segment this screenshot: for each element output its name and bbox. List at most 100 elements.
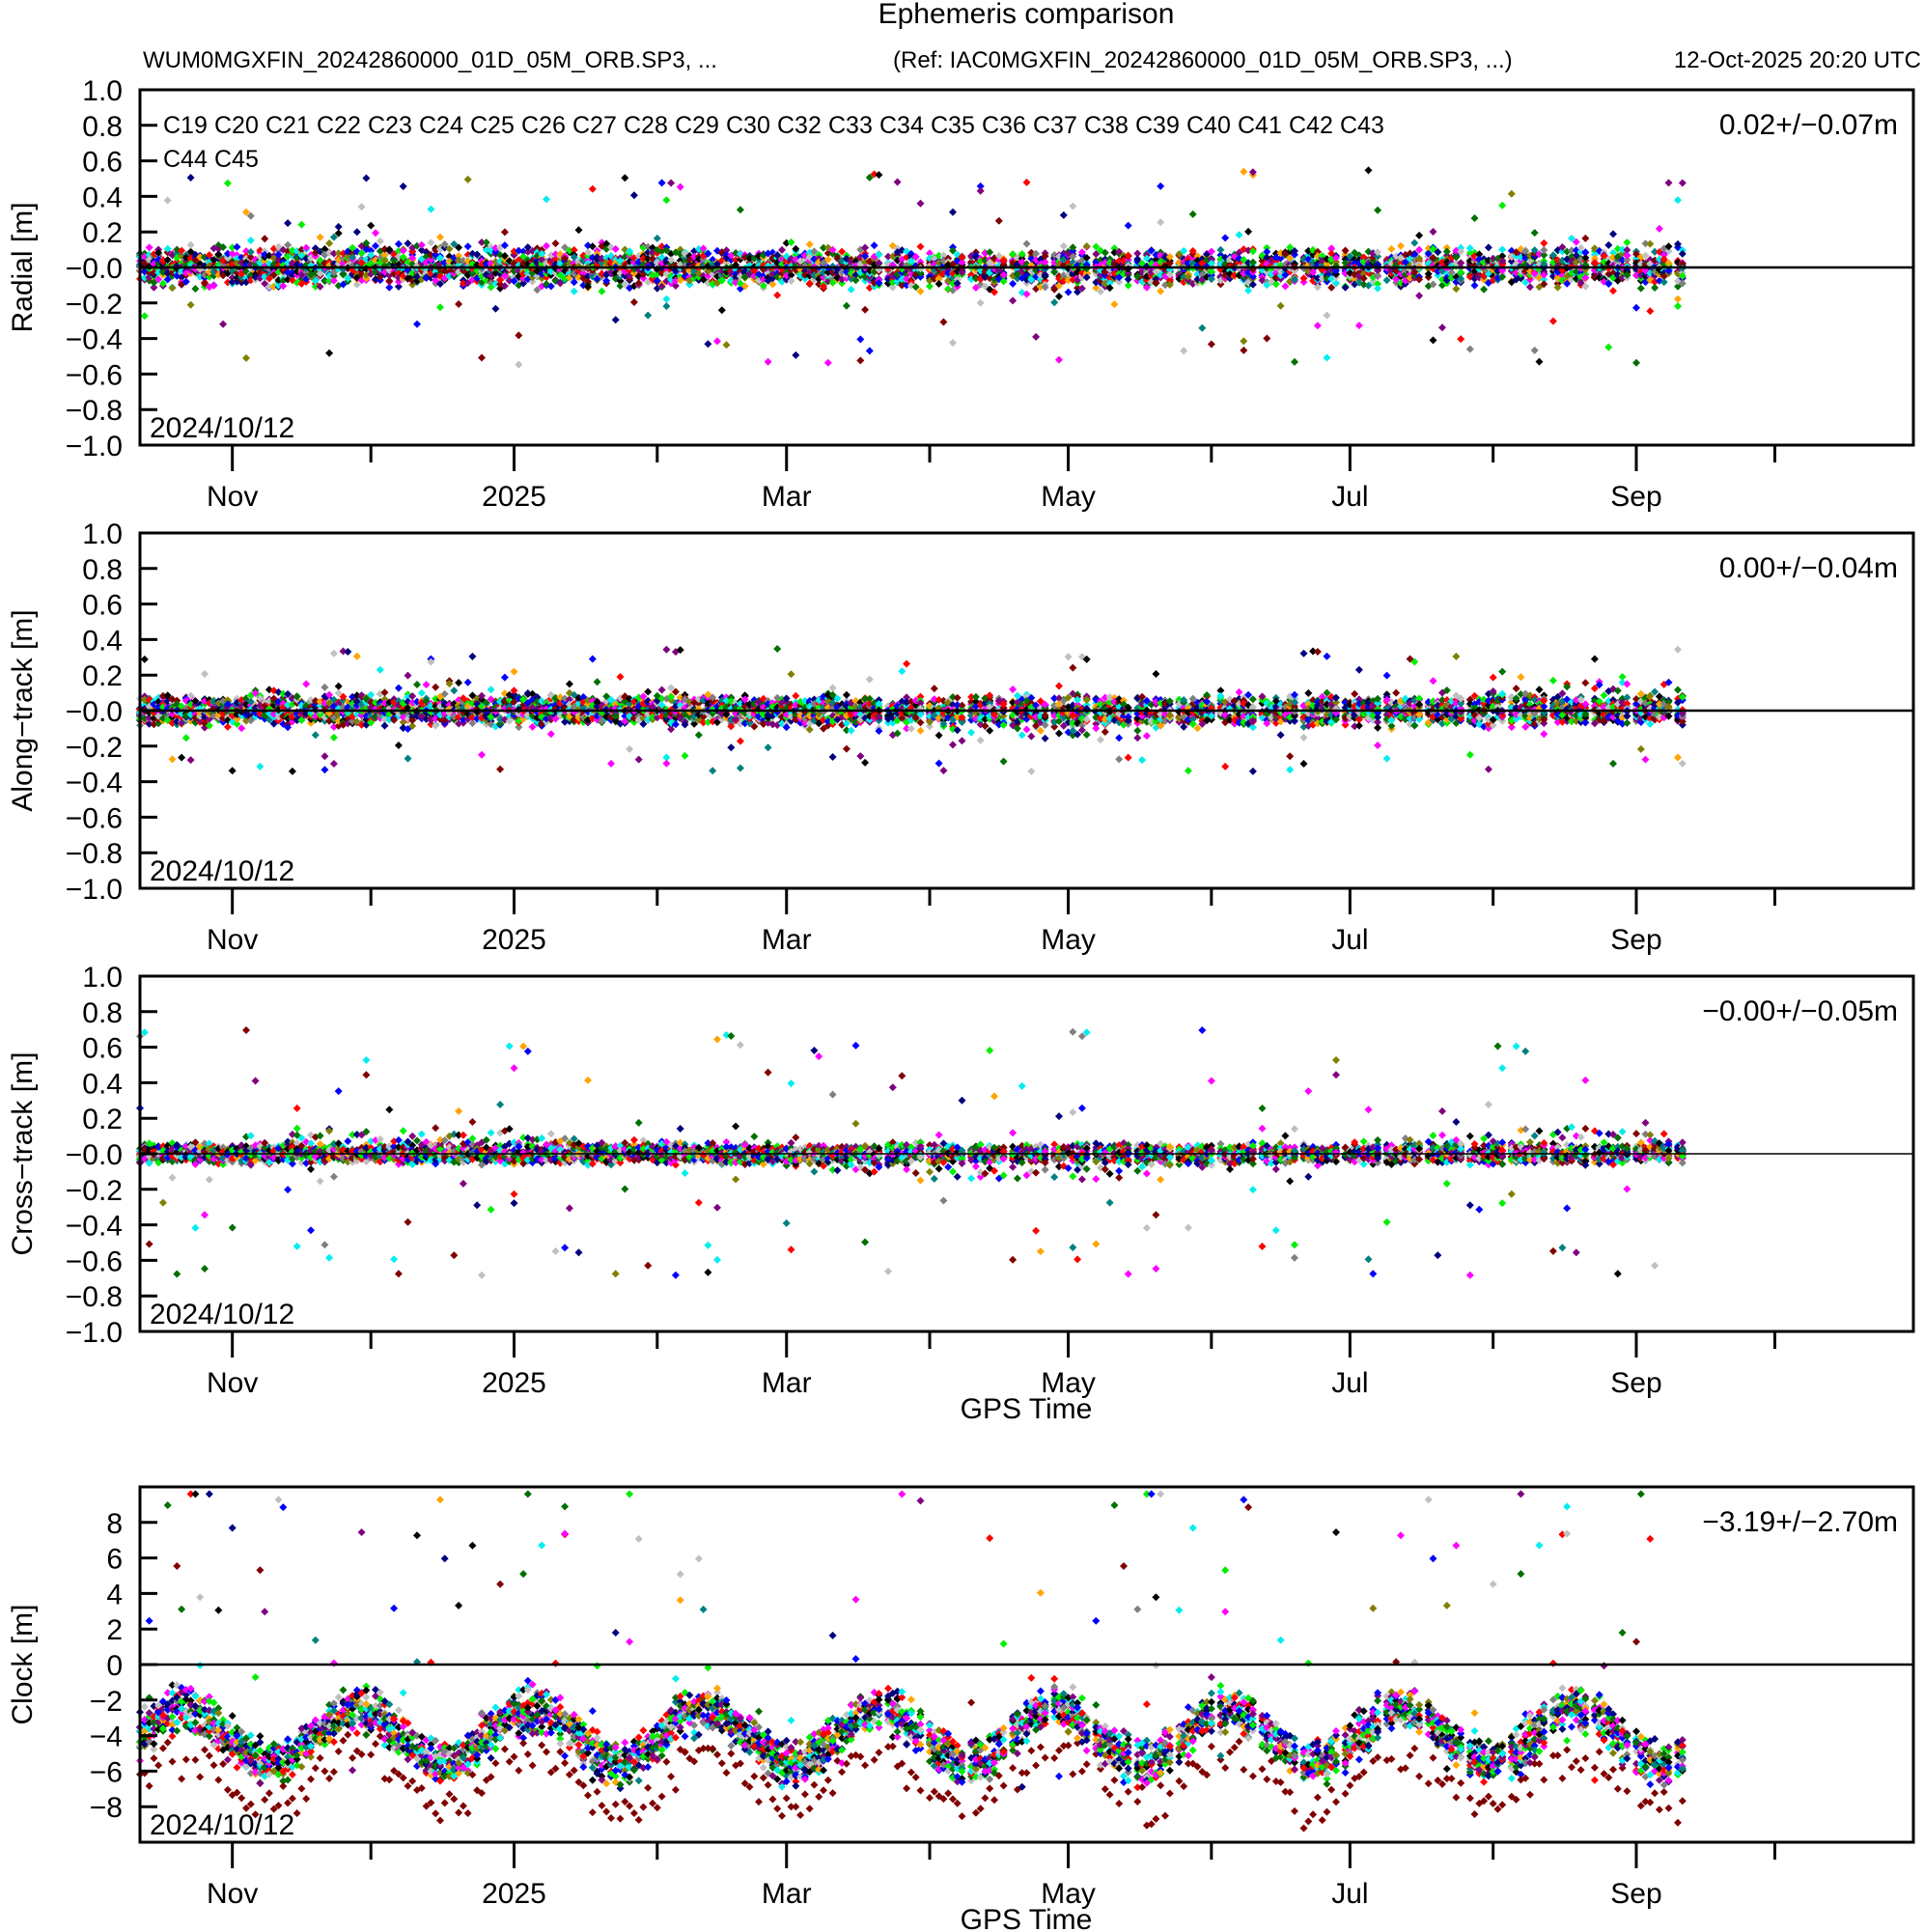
data-point (352, 228, 361, 237)
data-point (367, 260, 376, 268)
data-point (436, 303, 444, 312)
chart-timestamp: 12-Oct-2025 20:20 UTC (1674, 47, 1921, 73)
data-point (404, 239, 412, 248)
data-point (611, 316, 620, 324)
data-point (1009, 296, 1018, 305)
legend-item-c21: C21 (265, 112, 310, 139)
data-point (644, 311, 653, 320)
data-point (1082, 242, 1091, 250)
x-tick-label: Nov (207, 481, 258, 513)
data-point (154, 275, 163, 284)
data-point (436, 233, 444, 241)
data-point (334, 249, 343, 258)
data-point (329, 760, 338, 768)
data-point (329, 268, 338, 277)
data-point (279, 282, 288, 291)
data-point (856, 335, 865, 344)
data-point (284, 219, 293, 228)
data-point (380, 251, 389, 259)
data-point (349, 253, 357, 262)
data-point (717, 306, 726, 315)
data-point (736, 206, 744, 214)
data-point (662, 294, 671, 303)
data-point (321, 766, 329, 774)
data-point (274, 281, 283, 290)
data-point (352, 280, 361, 289)
data-point (1050, 298, 1059, 307)
y-tick-label: 0.2 (82, 217, 123, 249)
data-point (329, 649, 338, 658)
data-point (1216, 245, 1225, 254)
data-point (329, 233, 338, 241)
data-point (357, 203, 366, 211)
data-point (1221, 234, 1230, 242)
data-point (246, 211, 255, 220)
data-point (1498, 201, 1507, 210)
data-point (404, 754, 412, 763)
data-point (1263, 334, 1271, 343)
data-point (186, 300, 195, 309)
chart-subtitle-left: WUM0MGXFIN_20242860000_01D_05M_ORB.SP3, … (143, 47, 717, 73)
data-point (823, 358, 832, 367)
data-point (1470, 214, 1479, 222)
data-point (349, 243, 357, 252)
data-point (1374, 206, 1382, 214)
legend-item-c27: C27 (572, 112, 617, 139)
data-point (181, 277, 190, 286)
data-point (404, 671, 412, 680)
data-point (1530, 346, 1539, 354)
data-point (408, 254, 417, 263)
data-point (1374, 284, 1382, 293)
data-point (949, 208, 957, 216)
data-point (1157, 287, 1165, 295)
legend-item-c25: C25 (470, 112, 515, 139)
data-point (256, 268, 265, 277)
data-point (316, 269, 324, 278)
data-point (427, 238, 435, 247)
data-point (325, 248, 334, 257)
data-point (261, 279, 269, 288)
data-point (261, 235, 269, 243)
data-point (949, 339, 957, 347)
data-point (288, 271, 296, 280)
data-point (455, 243, 463, 252)
data-point (440, 240, 449, 249)
data-point (209, 281, 218, 290)
data-point (704, 340, 712, 349)
data-point (1198, 323, 1207, 332)
data-point (205, 251, 213, 260)
data-point (436, 280, 444, 288)
data-point (394, 239, 403, 248)
data-point (242, 208, 250, 216)
data-point (1410, 238, 1419, 247)
legend-item-c28: C28 (624, 112, 668, 139)
data-point (246, 237, 255, 244)
data-point (856, 356, 865, 365)
data-point (1429, 336, 1437, 345)
data-point (1341, 283, 1350, 292)
data-point (325, 239, 334, 247)
data-point (399, 253, 407, 262)
date-label: 2024/10/12 (150, 412, 294, 444)
data-point (1157, 182, 1165, 190)
y-axis-label: Radial [m] (7, 202, 39, 332)
data-point (372, 229, 379, 238)
data-point (657, 179, 666, 187)
data-point (413, 320, 421, 328)
data-point (1470, 281, 1479, 290)
data-point (158, 256, 167, 265)
legend-item-c29: C29 (675, 112, 719, 139)
legend-item-c44: C44 (163, 146, 208, 173)
legend-item-c38: C38 (1084, 112, 1129, 139)
data-point (1022, 239, 1031, 248)
data-point (209, 256, 218, 265)
data-point (1457, 335, 1465, 344)
data-point (463, 175, 472, 183)
legend-item-c37: C37 (1033, 112, 1077, 139)
data-point (551, 239, 560, 248)
data-point (1323, 311, 1331, 320)
data-point (1064, 288, 1073, 296)
data-point (1069, 202, 1077, 210)
data-point (764, 357, 772, 366)
data-point (394, 742, 403, 749)
